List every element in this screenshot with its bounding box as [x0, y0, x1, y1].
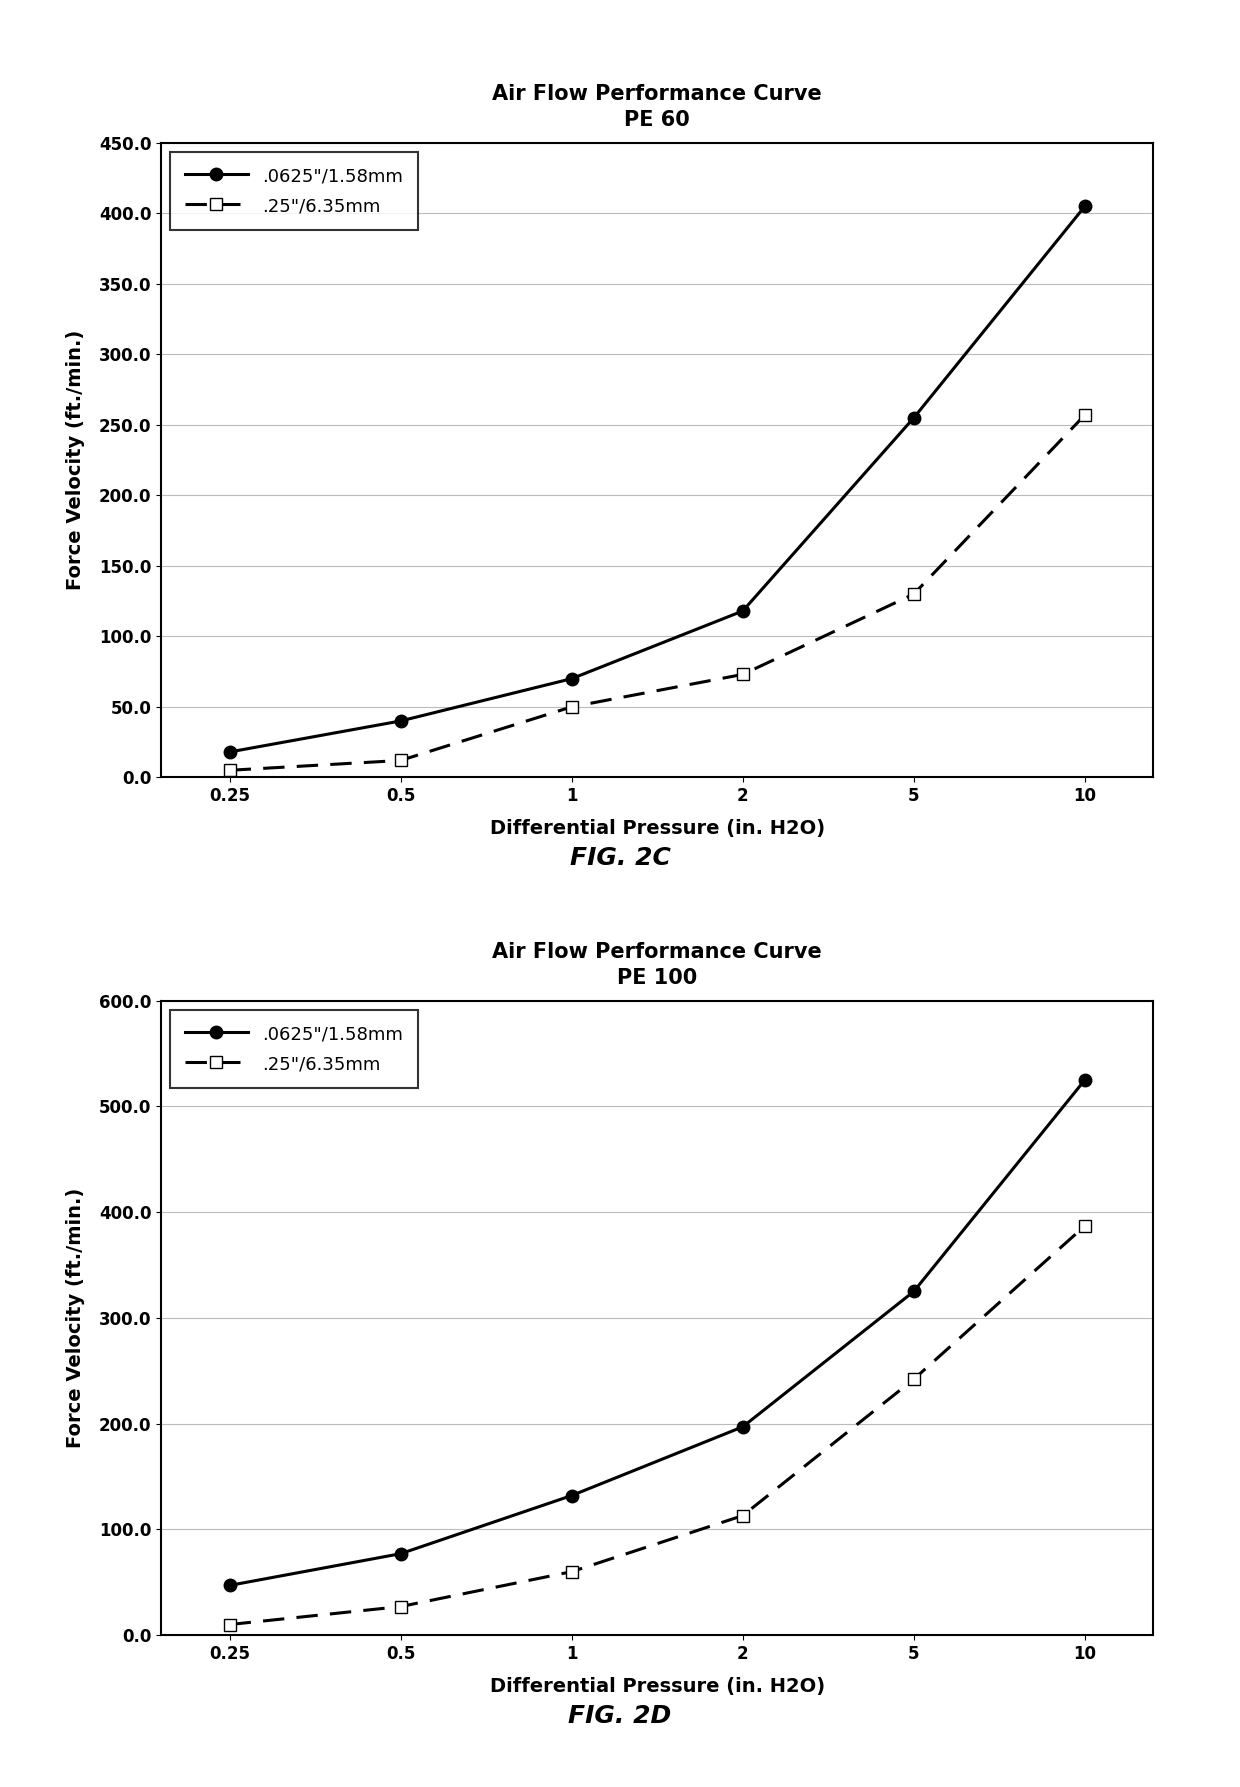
- Y-axis label: Force Velocity (ft./min.): Force Velocity (ft./min.): [66, 331, 86, 590]
- X-axis label: Differential Pressure (in. H2O): Differential Pressure (in. H2O): [490, 1676, 825, 1696]
- .25"/6.35mm: [906, 1369, 921, 1390]
- .25"/6.35mm: [393, 751, 408, 772]
- .0625"/1.58mm: [393, 709, 408, 731]
- Legend: .0625"/1.58mm, .25"/6.35mm: .0625"/1.58mm, .25"/6.35mm: [170, 1010, 418, 1088]
- Legend: .0625"/1.58mm, .25"/6.35mm: .0625"/1.58mm, .25"/6.35mm: [170, 152, 418, 231]
- Title: Air Flow Performance Curve
PE 60: Air Flow Performance Curve PE 60: [492, 84, 822, 130]
- .0625"/1.58mm: [564, 668, 579, 690]
- .25"/6.35mm: [564, 697, 579, 718]
- Text: FIG. 2C: FIG. 2C: [569, 845, 671, 870]
- .0625"/1.58mm: [1078, 195, 1092, 216]
- .25"/6.35mm: [735, 1505, 750, 1526]
- .0625"/1.58mm: [222, 742, 237, 763]
- .0625"/1.58mm: [735, 1415, 750, 1437]
- .0625"/1.58mm: [564, 1485, 579, 1506]
- X-axis label: Differential Pressure (in. H2O): Differential Pressure (in. H2O): [490, 818, 825, 838]
- .0625"/1.58mm: [906, 1281, 921, 1303]
- .25"/6.35mm: [393, 1596, 408, 1617]
- .25"/6.35mm: [222, 759, 237, 781]
- .25"/6.35mm: [1078, 1215, 1092, 1237]
- .0625"/1.58mm: [1078, 1069, 1092, 1090]
- .0625"/1.58mm: [735, 600, 750, 622]
- .25"/6.35mm: [735, 663, 750, 684]
- .0625"/1.58mm: [906, 407, 921, 429]
- .25"/6.35mm: [906, 583, 921, 604]
- .0625"/1.58mm: [393, 1542, 408, 1564]
- Line: .0625"/1.58mm: .0625"/1.58mm: [223, 1074, 1091, 1592]
- .0625"/1.58mm: [222, 1574, 237, 1596]
- .25"/6.35mm: [564, 1562, 579, 1583]
- .25"/6.35mm: [222, 1614, 237, 1635]
- Line: .25"/6.35mm: .25"/6.35mm: [223, 1221, 1091, 1632]
- Title: Air Flow Performance Curve
PE 100: Air Flow Performance Curve PE 100: [492, 942, 822, 988]
- Line: .25"/6.35mm: .25"/6.35mm: [223, 409, 1091, 777]
- Line: .0625"/1.58mm: .0625"/1.58mm: [223, 200, 1091, 758]
- .25"/6.35mm: [1078, 404, 1092, 425]
- Text: FIG. 2D: FIG. 2D: [568, 1703, 672, 1728]
- Y-axis label: Force Velocity (ft./min.): Force Velocity (ft./min.): [66, 1188, 86, 1447]
